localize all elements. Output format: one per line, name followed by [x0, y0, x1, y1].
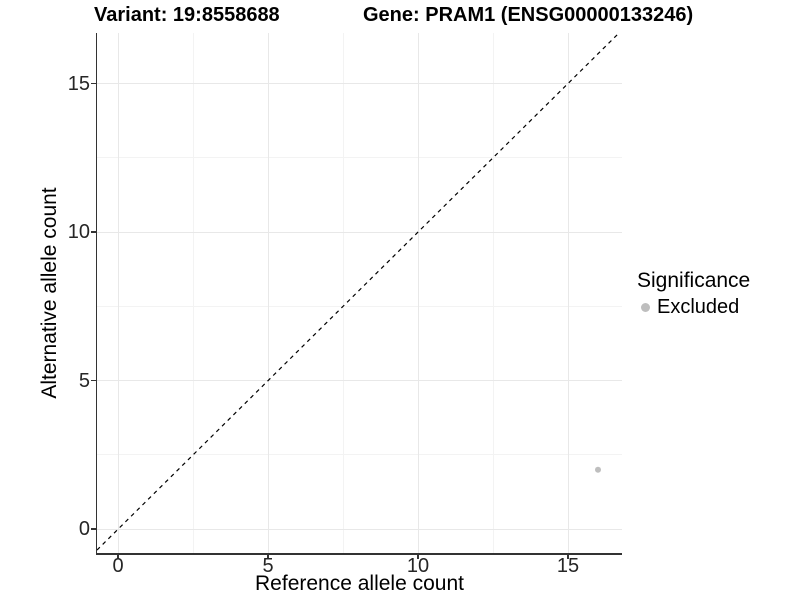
gridline-major-vertical — [567, 33, 569, 553]
x-tick-label: 15 — [556, 555, 580, 577]
gridline-major-horizontal — [97, 231, 622, 233]
data-point — [595, 466, 601, 473]
gridline-minor-horizontal — [97, 157, 622, 159]
gridline-major-horizontal — [97, 83, 622, 84]
gridline-major-vertical — [417, 33, 419, 553]
x-tick-mark — [117, 554, 119, 559]
plot-title-variant: Variant: 19:8558688 — [94, 4, 280, 26]
gridline-minor-vertical — [342, 33, 344, 553]
legend-title: Significance — [637, 269, 751, 292]
plot-layer — [96, 32, 620, 551]
gridline-minor-vertical — [192, 33, 194, 553]
gridline-major-horizontal — [97, 380, 622, 382]
identity-dashed-line — [96, 32, 620, 551]
gridline-major-horizontal — [97, 528, 622, 530]
y-tick-mark — [90, 528, 96, 530]
gridline-minor-horizontal — [97, 454, 622, 456]
x-axis-title: Reference allele count — [255, 572, 464, 595]
x-tick-label: 10 — [406, 555, 430, 577]
x-tick-mark — [417, 554, 419, 559]
plot-title-gene: Gene: PRAM1 (ENSG00000133246) — [363, 4, 694, 26]
gridline-minor-horizontal — [97, 305, 622, 307]
x-tick-label: 5 — [262, 555, 274, 577]
gridline-major-vertical — [117, 33, 119, 553]
legend-entry-label: Excluded — [657, 296, 740, 318]
x-tick-mark — [267, 554, 269, 559]
x-axis-line — [96, 553, 622, 555]
legend-key-point-icon — [641, 302, 650, 312]
legend: Significance Excluded — [637, 269, 750, 318]
y-tick-label: 10 — [67, 221, 90, 244]
y-axis-title: Alternative allele count — [38, 187, 61, 399]
y-tick-mark — [90, 82, 96, 85]
x-tick-mark — [567, 554, 569, 559]
legend-entry-excluded: Excluded — [637, 296, 750, 318]
plot-panel — [96, 32, 622, 553]
gridline-minor-vertical — [492, 33, 494, 553]
y-tick-label: 15 — [67, 72, 90, 95]
y-axis-line — [95, 33, 97, 555]
y-tick-label: 0 — [78, 518, 90, 541]
y-tick-mark — [90, 379, 96, 382]
y-tick-label: 5 — [78, 369, 90, 392]
y-tick-mark — [90, 231, 96, 233]
gridline-major-vertical — [267, 33, 269, 553]
x-tick-label: 0 — [112, 555, 124, 577]
